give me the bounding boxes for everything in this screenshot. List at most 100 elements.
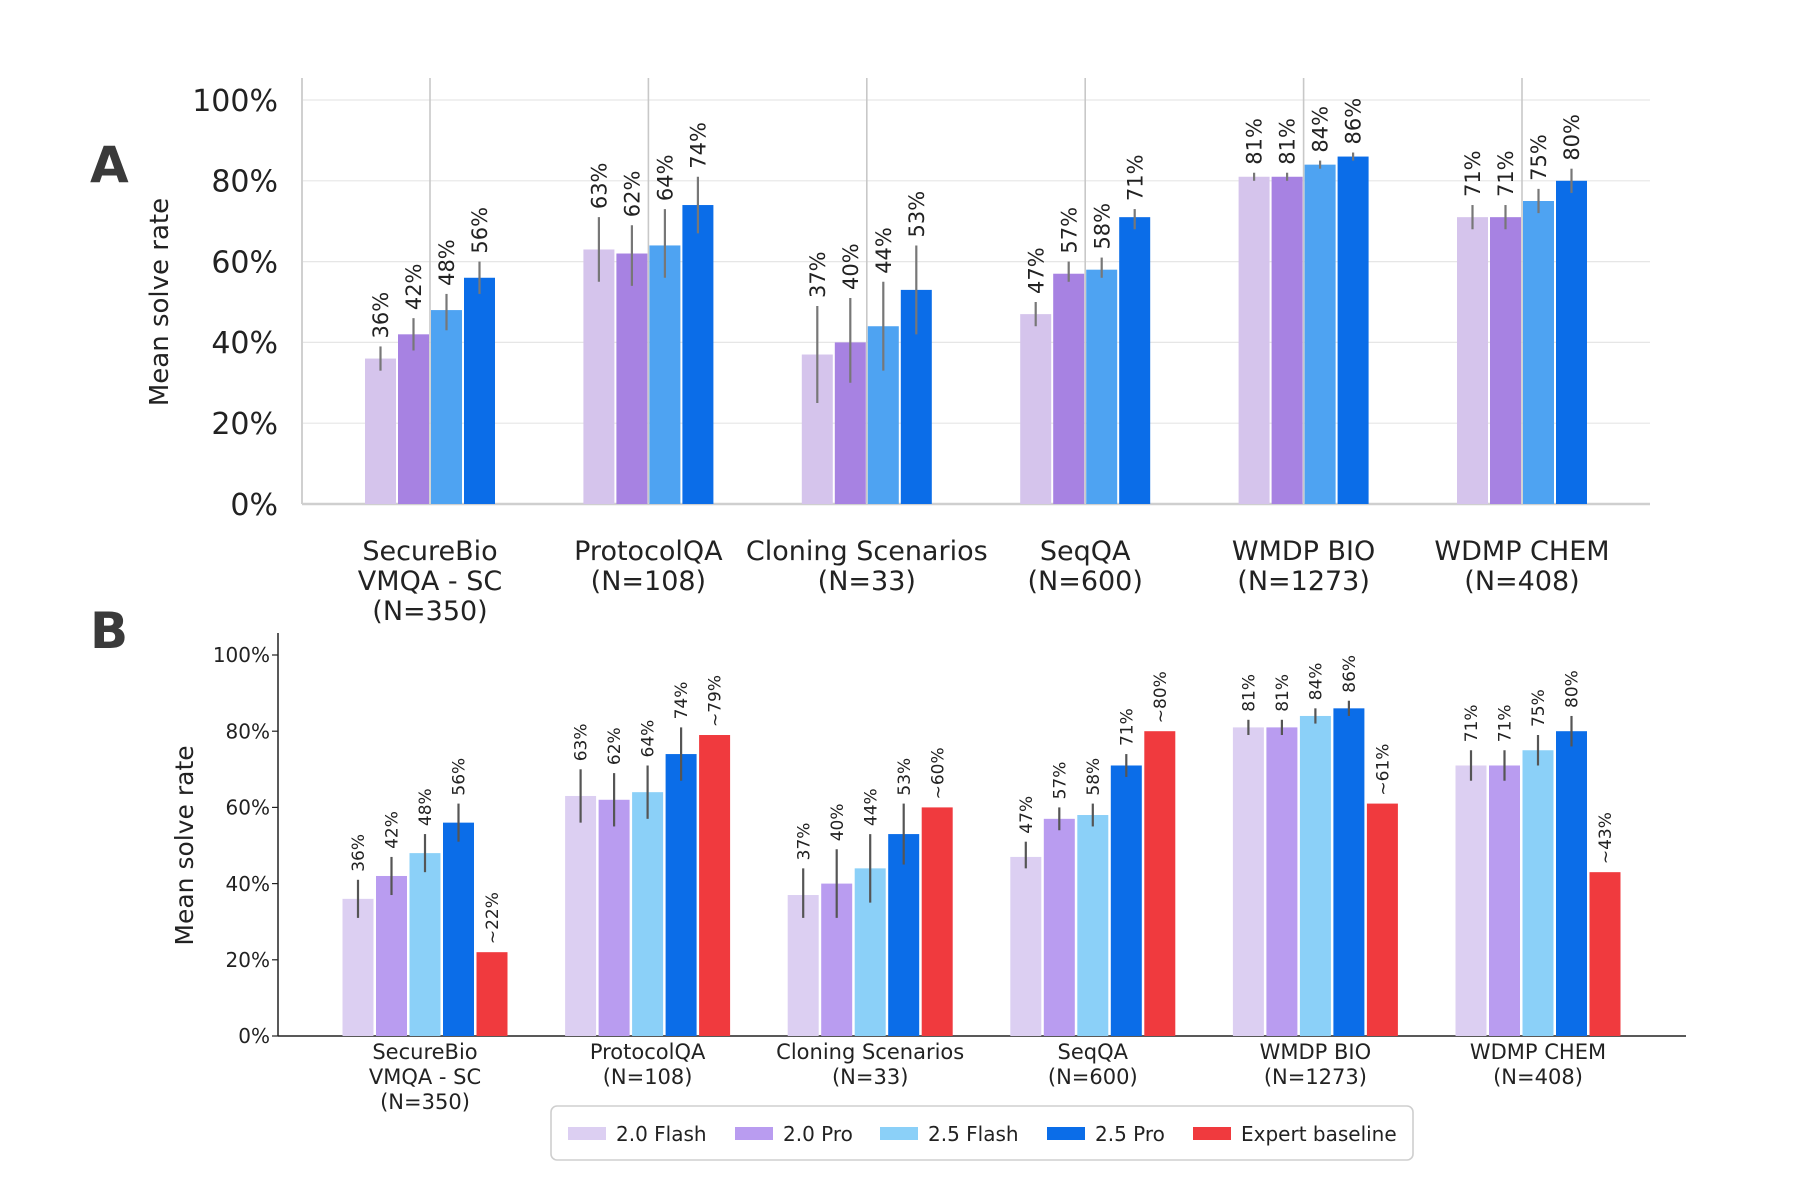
bar-a [398,334,429,504]
bar-b [1299,715,1331,1036]
bar-b [1522,750,1554,1036]
bar-a [1086,269,1118,504]
data-label-a: 37% [806,251,830,298]
bar-b [699,735,731,1036]
bar-b [1455,765,1487,1036]
data-label-a: 81% [1276,118,1300,165]
legend-swatch [1047,1127,1085,1140]
ytick-label-b: 0% [238,1024,270,1048]
data-label-a: 36% [369,292,393,339]
data-label-b: 62% [605,727,625,765]
category-label-b: SeqQA [1058,1040,1129,1064]
category-label-a: VMQA - SC [358,566,502,597]
bar-a [1238,176,1270,504]
panel-a-letter: A [90,136,129,194]
data-label-b: 71% [1117,708,1137,746]
data-label-b: 81% [1273,674,1293,712]
bar-a [365,358,396,504]
data-label-b: 36% [349,834,369,872]
ytick-label-a: 20% [211,407,278,442]
bar-b [632,792,664,1036]
bar-a [464,277,495,504]
category-label-b: Cloning Scenarios [776,1040,964,1064]
bar-b [1489,765,1520,1036]
data-label-b: 80% [1563,670,1583,708]
bar-b [409,853,441,1036]
bar-a [616,253,648,504]
data-label-a: 71% [1461,150,1485,197]
data-label-a: 86% [1342,98,1366,145]
data-label-a: 56% [468,207,492,254]
data-label-b: 48% [416,788,436,826]
legend-swatch [735,1127,773,1140]
bar-b [1589,872,1621,1036]
ytick-label-b: 100% [213,643,270,667]
data-label-b: ~79% [706,675,726,727]
bar-b [1144,731,1176,1036]
data-label-b: ~22% [483,892,503,944]
bar-b [342,898,374,1036]
bar-a [1119,217,1151,504]
ytick-label-a: 0% [230,488,278,523]
category-label-b: (N=1273) [1264,1065,1367,1089]
category-label-b: VMQA - SC [369,1065,481,1089]
ytick-label-b: 60% [226,796,270,820]
bar-a [1457,217,1488,504]
category-label-b: WDMP CHEM [1470,1040,1606,1064]
data-label-a: 81% [1243,118,1267,165]
bar-b [665,754,697,1036]
legend-swatch [568,1127,606,1140]
bar-b [565,795,597,1036]
category-label-a: (N=408) [1464,566,1579,597]
legend-label: Expert baseline [1241,1122,1397,1146]
data-label-b: 37% [794,823,814,861]
category-label-a: Cloning Scenarios [746,536,988,567]
bar-b [443,822,474,1036]
ytick-label-a: 40% [211,326,278,361]
ytick-label-b: 20% [226,948,270,972]
data-label-a: 71% [1494,150,1518,197]
bar-b [376,875,407,1036]
bar-b [1266,727,1298,1036]
ytick-label-b: 80% [226,719,270,743]
bar-a [583,249,615,504]
data-label-b: 64% [639,720,659,758]
ytick-label-a: 80% [211,165,278,200]
bar-b [598,799,630,1036]
bar-b [1556,731,1587,1036]
ytick-label-b: 40% [226,872,270,896]
chart-b: 0% 20% 40% 60% 80% 100% Mean solve rate 36% 63% 3… [170,633,1686,1114]
data-label-a: 84% [1309,106,1333,153]
bar-b [787,895,819,1036]
bar-b [476,952,508,1036]
data-label-a: 75% [1527,134,1551,181]
data-label-a: 58% [1090,203,1114,250]
bar-b [1077,815,1109,1036]
data-label-b: 53% [895,758,915,796]
panel-b-letter: B [90,602,128,660]
legend-label: 2.5 Pro [1095,1122,1165,1146]
data-label-b: 74% [672,682,692,720]
bar-a [431,310,462,504]
data-label-a: 53% [905,191,929,238]
bar-b [1043,818,1075,1036]
bar-a [682,205,714,505]
data-label-a: 40% [839,243,863,290]
data-label-b: 71% [1462,704,1482,742]
data-label-b: 86% [1340,655,1360,693]
data-label-b: 47% [1017,796,1037,834]
category-label-a: WMDP BIO [1232,536,1375,567]
data-label-b: ~43% [1596,812,1616,864]
category-label-b: (N=108) [603,1065,693,1089]
data-label-a: 62% [620,171,644,218]
category-label-a: (N=33) [818,566,916,597]
data-label-a: 47% [1024,247,1048,294]
data-label-b: 40% [828,804,848,842]
data-label-b: 42% [383,811,403,849]
category-label-a: (N=1273) [1237,566,1370,597]
data-label-a: 57% [1057,207,1081,254]
bar-a [1271,176,1303,504]
data-label-a: 64% [653,154,677,201]
category-label-a: ProtocolQA [574,536,723,567]
